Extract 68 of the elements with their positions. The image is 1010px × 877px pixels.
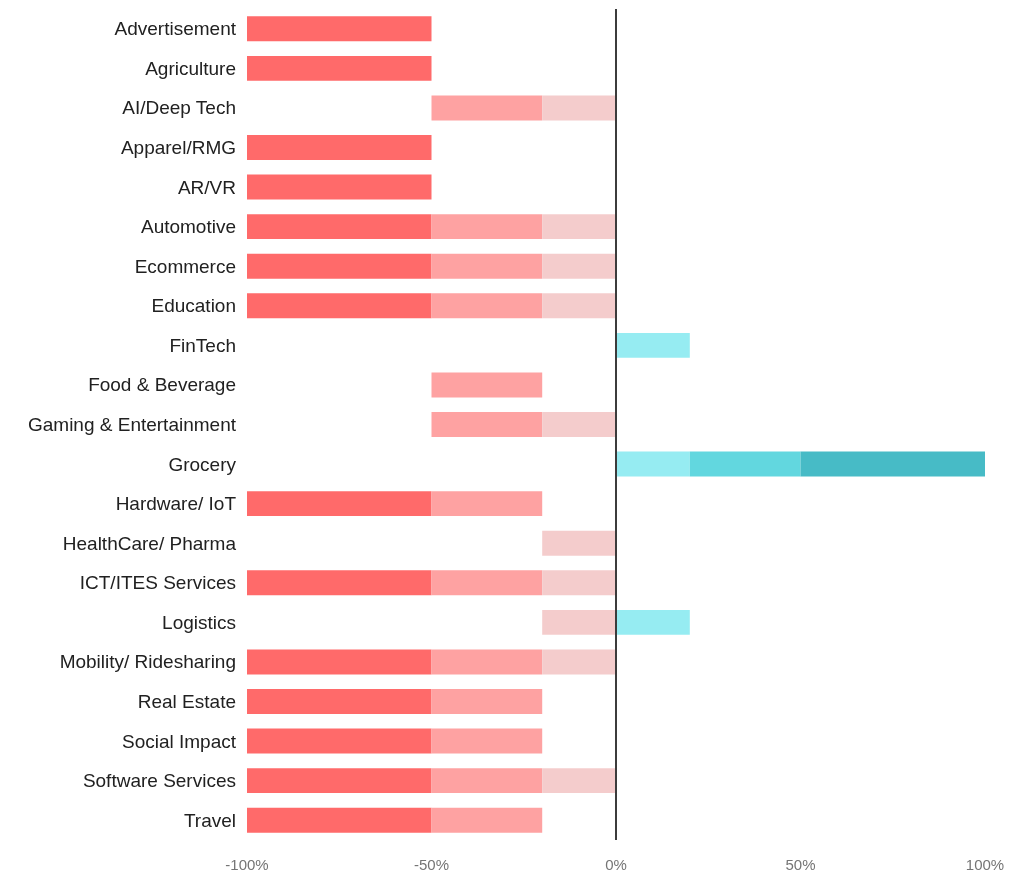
x-tick-label: -50% [413,856,450,873]
bar [431,95,543,121]
bar [247,491,432,517]
bar [689,451,801,477]
x-tick-label: 50% [785,856,816,873]
bar [542,649,616,675]
x-tick-label: 100% [965,856,1005,873]
x-tick-label: 0% [605,856,627,873]
bar [431,649,543,675]
bar [247,174,432,200]
y-tick-label: AR/VR [177,176,236,198]
bar [542,570,616,596]
y-tick-label: Education [151,295,236,317]
y-tick-label: Apparel/RMG [120,137,236,158]
y-tick-label: Ecommerce [134,255,236,277]
bar [247,253,432,279]
y-tick-label: Gaming & Entertainment [27,414,237,435]
y-tick-label: Logistics [162,611,236,633]
bar [431,293,543,319]
bar [431,214,543,240]
bar [247,768,432,794]
bar [542,95,616,121]
y-tick-label: Mobility/ Ridesharing [59,651,236,673]
y-tick-label: FinTech [169,334,236,356]
bar [542,214,616,240]
bar [247,293,432,319]
y-tick-label: Food & Beverage [88,374,236,396]
bar [542,293,616,319]
bar [616,332,690,358]
bar [431,728,543,754]
y-tick-label: ICT/ITES Services [79,572,236,594]
bar [247,649,432,675]
y-tick-label: Social Impact [121,730,237,752]
y-tick-label: HealthCare/ Pharma [62,532,237,554]
bar [800,451,985,477]
bar [542,768,616,794]
bar [247,214,432,240]
bar [542,253,616,279]
bar [431,768,543,794]
bar [542,412,616,437]
y-tick-label: Advertisement [114,18,237,40]
y-tick-label: Travel [183,809,236,831]
y-tick-label: Automotive [140,216,236,238]
bar [247,728,432,754]
y-tick-label: Hardware/ IoT [115,493,237,515]
bar [542,609,616,635]
y-tick-label: Grocery [168,453,237,475]
y-tick-label: Software Services [82,770,236,792]
bar [431,570,543,596]
bar [247,16,432,42]
bar [247,807,432,833]
bar [247,689,432,714]
bar [542,530,616,556]
bar [431,253,543,279]
y-tick-label: Real Estate [137,691,236,712]
bar [431,412,543,437]
y-tick-label: AI/Deep Tech [122,97,236,119]
x-tick-label: -100% [225,856,269,873]
bar [431,491,543,517]
bar [616,609,690,635]
bar [616,451,690,477]
bar [247,570,432,596]
y-tick-label: Agriculture [145,57,236,79]
bar [431,372,543,398]
bar [431,807,543,833]
bar [247,135,432,160]
bar [431,689,543,714]
bar [247,55,432,81]
